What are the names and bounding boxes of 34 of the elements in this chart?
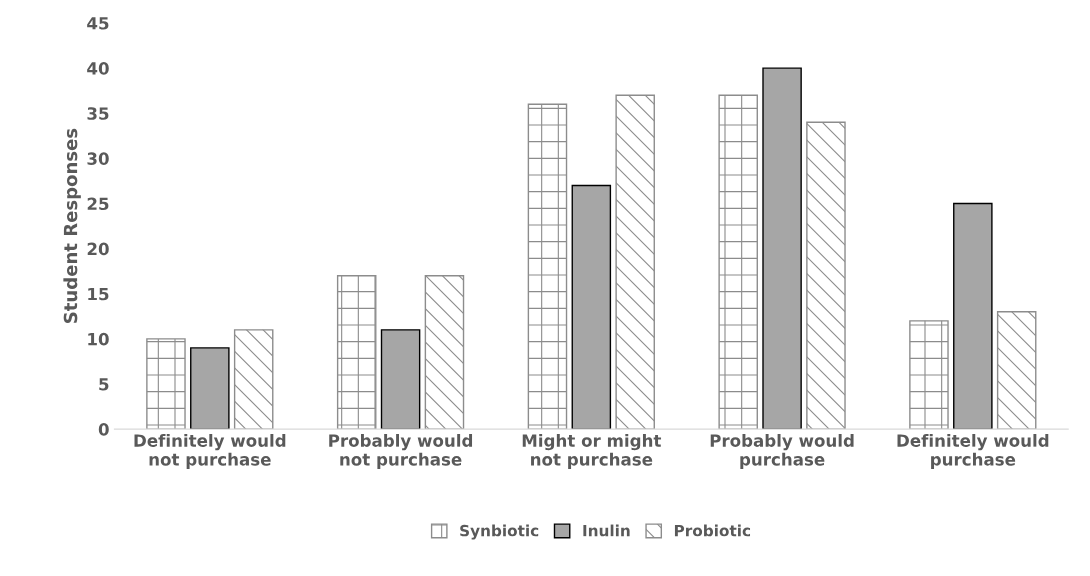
- y-tick-label: 30: [87, 152, 109, 165]
- y-tick-label: 5: [99, 378, 109, 391]
- bar: [233, 329, 274, 430]
- bar: [146, 338, 186, 430]
- bar: [762, 67, 802, 430]
- bar: [996, 311, 1037, 430]
- bar: [909, 320, 949, 430]
- legend-label: Inulin: [583, 524, 630, 537]
- y-tick-label: 40: [87, 62, 109, 75]
- y-tick-label: 20: [87, 242, 109, 256]
- bar: [336, 275, 377, 430]
- legend-label: Probiotic: [674, 524, 751, 537]
- bar: [806, 121, 846, 430]
- bar: [527, 103, 568, 430]
- y-tick-label: 45: [87, 17, 109, 30]
- bar: [424, 275, 465, 430]
- bar: [380, 329, 421, 430]
- x-tick-label: Probably would not purchase: [329, 433, 473, 469]
- bar: [571, 184, 612, 430]
- y-tick-label: 25: [87, 197, 109, 211]
- x-tick-label: Definitely would purchase: [897, 433, 1049, 469]
- bar: [615, 94, 655, 430]
- bar: [718, 94, 758, 430]
- x-tick-label: Probably would purchase: [710, 433, 854, 469]
- bar: [953, 202, 993, 430]
- legend-label: Synbiotic: [460, 524, 539, 540]
- x-tick-label: Definitely would not purchase: [134, 433, 286, 469]
- y-tick-label: 0: [98, 423, 109, 436]
- y-axis-title: Student Responses: [63, 128, 81, 323]
- x-tick-label: Might or might not purchase: [522, 433, 662, 469]
- y-tick-label: 10: [88, 332, 109, 346]
- bar: [190, 347, 230, 430]
- y-tick-label: 15: [88, 287, 109, 301]
- y-tick-label: 35: [87, 107, 109, 120]
